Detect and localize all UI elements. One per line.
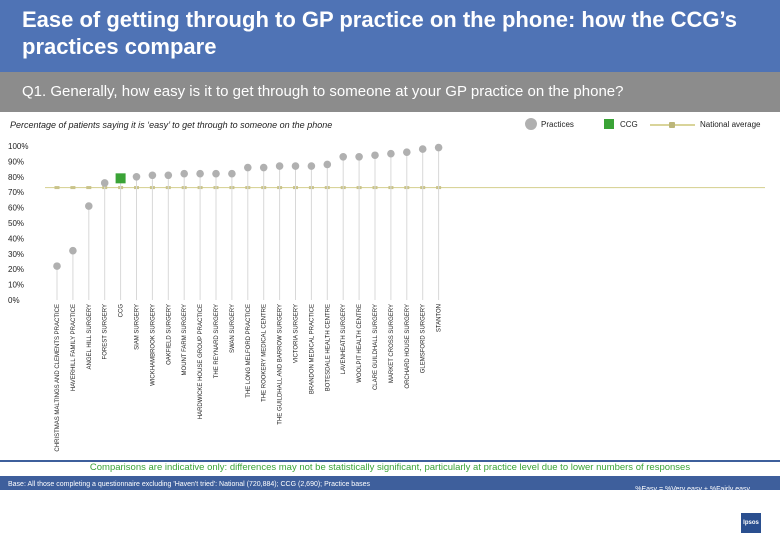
category-label: OAKFIELD SURGERY bbox=[166, 304, 172, 365]
category-label: THE REYNARD SURGERY bbox=[214, 304, 220, 378]
practice-dot bbox=[196, 169, 204, 178]
practice-dot bbox=[228, 169, 236, 178]
national-average-marker bbox=[54, 186, 60, 190]
y-tick-label: 100% bbox=[8, 142, 28, 151]
legend-ccg-label: CCG bbox=[620, 120, 638, 129]
category-label: CHRISTMAS MALTINGS AND CLEMENTS PRACTICE bbox=[55, 304, 61, 452]
practice-dot bbox=[100, 179, 109, 187]
category-label: THE GUILDHALL AND BARROW SURGERY bbox=[278, 304, 284, 425]
category-label: GLEMSFORD SURGERY bbox=[421, 304, 427, 373]
header-bar: Ease of getting through to GP practice o… bbox=[0, 0, 780, 72]
category-label: BRANDON MEDICAL PRACTICE bbox=[309, 304, 315, 394]
category-label: HAVERHILL FAMILY PRACTICE bbox=[71, 304, 77, 391]
comparisons-note: Comparisons are indicative only: differe… bbox=[0, 462, 780, 476]
practice-dot bbox=[148, 171, 157, 180]
category-label: MARKET CROSS SURGERY bbox=[389, 304, 395, 383]
category-label: WOOLPIT HEALTH CENTRE bbox=[357, 304, 363, 383]
y-tick-label: 70% bbox=[8, 188, 24, 197]
question-bar: Q1. Generally, how easy is it to get thr… bbox=[0, 72, 780, 112]
y-tick-label: 60% bbox=[8, 204, 24, 213]
category-label: THE ROOKERY MEDICAL CENTRE bbox=[262, 304, 268, 402]
copyright-text: © Ipsos MORI 17-043177-06 Version 1 | Pu… bbox=[20, 529, 145, 535]
practice-dot bbox=[418, 145, 427, 153]
practice-dot bbox=[355, 152, 363, 161]
category-label: SWAN SURGERY bbox=[230, 304, 236, 353]
practice-dot bbox=[275, 162, 284, 170]
category-label: THE LONG MELFORD PRACTICE bbox=[246, 304, 252, 398]
ccg-marker bbox=[115, 173, 126, 184]
practice-dot bbox=[164, 171, 173, 180]
category-label: VICTORIA SURGERY bbox=[294, 304, 300, 363]
category-label: WICKHAMBROOK SURGERY bbox=[150, 304, 156, 386]
page-title: Ease of getting through to GP practice o… bbox=[22, 7, 738, 59]
legend-practice-marker bbox=[525, 118, 537, 130]
category-label: LAVENHEATH SURGERY bbox=[341, 304, 347, 374]
ipsos-logo-box: Ipsos bbox=[738, 510, 764, 536]
logo-line-1: Ipsos MORI bbox=[30, 503, 78, 513]
practice-dot bbox=[307, 162, 316, 170]
category-label: SIAM SURGERY bbox=[135, 304, 141, 350]
category-label: ORCHARD HOUSE SURGERY bbox=[405, 304, 411, 389]
legend-ccg-marker bbox=[604, 119, 614, 129]
y-tick-label: 50% bbox=[8, 219, 24, 228]
practice-dot bbox=[259, 163, 268, 172]
y-tick-label: 10% bbox=[8, 281, 24, 290]
practice-dot bbox=[212, 169, 220, 178]
category-label: FOREST SURGERY bbox=[103, 304, 109, 359]
category-label: STANTON bbox=[437, 304, 443, 332]
national-average-marker bbox=[86, 186, 92, 190]
question-text: Q1. Generally, how easy is it to get thr… bbox=[22, 83, 624, 100]
category-label: CLARE GUILDHALL SURGERY bbox=[373, 304, 379, 390]
page-number: 15 bbox=[385, 510, 394, 519]
y-tick-label: 20% bbox=[8, 265, 24, 274]
lollipop-chart: 0% 10% 20% 30% 40% 50% 60% 70% 80% 90% 100% CHRISTM… bbox=[8, 142, 765, 452]
y-tick-label: 0% bbox=[8, 296, 20, 305]
y-tick-label: 90% bbox=[8, 157, 24, 166]
ipsos-mori-logo: Ipsos MORI Social Research Institute bbox=[30, 503, 119, 523]
category-label: MOUNT FARM SURGERY bbox=[182, 304, 188, 375]
practice-dot bbox=[323, 160, 332, 169]
y-tick-label: 40% bbox=[8, 234, 24, 243]
ipsos-logo-mark: Ipsos bbox=[741, 513, 761, 533]
practice-dot bbox=[53, 262, 61, 270]
category-label: BOTESDALE HEALTH CENTRE bbox=[325, 304, 331, 391]
category-label: ANGEL HILL SURGERY bbox=[87, 304, 93, 369]
base-note: Base: All those completing a questionnai… bbox=[8, 481, 370, 498]
practice-dot bbox=[85, 202, 93, 210]
practice-dot bbox=[180, 169, 188, 178]
category-label: CCG bbox=[119, 304, 125, 318]
y-tick-label: 30% bbox=[8, 250, 24, 259]
easy-definition: %Easy = %Very easy + %Fairly easy bbox=[635, 486, 750, 493]
practice-dot bbox=[371, 151, 379, 160]
practice-dot bbox=[132, 173, 141, 181]
practice-dot bbox=[403, 148, 411, 156]
practice-dot bbox=[244, 163, 252, 172]
logo-line-2: Social Research Institute bbox=[30, 513, 119, 522]
legend-practices-label: Practices bbox=[541, 120, 574, 129]
practice-dot bbox=[339, 152, 348, 161]
practice-dot bbox=[434, 143, 443, 152]
practice-dot bbox=[291, 162, 300, 170]
practice-dot bbox=[387, 149, 395, 158]
y-tick-label: 80% bbox=[8, 173, 24, 182]
chart-subtitle: Percentage of patients saying it is ‘eas… bbox=[10, 120, 333, 130]
legend-national-label: National average bbox=[700, 120, 761, 129]
category-label: HARDWICKE HOUSE GROUP PRACTICE bbox=[198, 304, 204, 419]
legend-national-marker bbox=[669, 122, 675, 128]
national-average-marker bbox=[70, 186, 76, 190]
practice-dot bbox=[69, 246, 77, 255]
